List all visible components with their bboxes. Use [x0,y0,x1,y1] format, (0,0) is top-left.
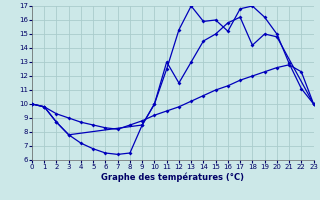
X-axis label: Graphe des températures (°C): Graphe des températures (°C) [101,173,244,182]
